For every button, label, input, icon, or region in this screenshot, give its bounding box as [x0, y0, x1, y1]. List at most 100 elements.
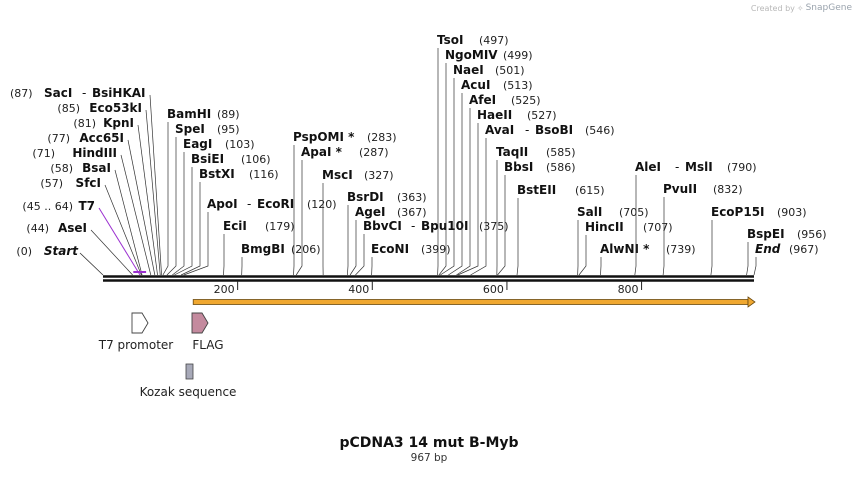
enzyme-label: NaeI — [453, 63, 484, 77]
site-position-label: (95) — [217, 123, 240, 136]
site-position-label: (705) — [619, 206, 649, 219]
enzyme-separator: - — [411, 219, 415, 233]
site-connector-line — [711, 220, 712, 275]
site-position-label: (57) — [40, 177, 63, 190]
site-position-label: (832) — [713, 183, 743, 196]
site-position-label: (903) — [777, 206, 807, 219]
enzyme-label: AgeI — [355, 205, 385, 219]
site-connector-line — [99, 208, 140, 275]
enzyme-label: SpeI — [175, 122, 205, 136]
site-position-label: (527) — [527, 109, 557, 122]
site-position-label: (525) — [511, 94, 541, 107]
map-start-label: Start — [44, 244, 79, 258]
enzyme-separator: - — [675, 160, 679, 174]
snapgene-credit: Created by ✧ SnapGene — [751, 3, 852, 13]
site-position-label: (586) — [546, 161, 576, 174]
site-connector-line — [150, 95, 162, 275]
site-position-label: (77) — [47, 132, 70, 145]
enzyme-label: MslI — [685, 160, 713, 174]
site-position-label: (0) — [16, 245, 32, 258]
site-position-label: (44) — [26, 222, 49, 235]
enzyme-label: Bpu10I — [421, 219, 468, 233]
credit-brand: SnapGene — [806, 3, 852, 13]
enzyme-label: HindIII — [72, 146, 117, 160]
site-position-label: (71) — [32, 147, 55, 160]
map-title: pCDNA3 14 mut B-Myb — [339, 435, 518, 451]
site-position-label: (106) — [241, 153, 271, 166]
enzyme-label: EcoNI — [371, 242, 409, 256]
site-connector-line — [146, 110, 160, 275]
site-connector-line — [355, 234, 364, 275]
map-end-label: End — [755, 242, 781, 256]
enzyme-label: NgoMIV — [445, 48, 498, 62]
enzyme-label: BsiHKAI — [92, 86, 146, 100]
orf-arrow-head — [748, 297, 755, 307]
site-connector-line — [350, 220, 356, 275]
site-position-label: (287) — [359, 146, 389, 159]
ruler-tick-label: 200 — [214, 283, 235, 296]
site-position-label: (81) — [73, 117, 96, 130]
enzyme-label: EciI — [223, 219, 247, 233]
enzyme-label: BsaI — [82, 161, 111, 175]
site-position-label: (497) — [479, 34, 509, 47]
site-position-label: (615) — [575, 184, 605, 197]
enzyme-label: MscI — [322, 168, 353, 182]
feature-label: Kozak sequence — [140, 385, 237, 399]
site-position-label: (103) — [225, 138, 255, 151]
site-position-label: (45 .. 64) — [22, 200, 73, 213]
site-connector-line — [172, 152, 184, 275]
enzyme-label: BmgBI — [241, 242, 285, 256]
site-connector-line — [121, 155, 151, 275]
site-position-label: (58) — [50, 162, 73, 175]
site-position-label: (501) — [495, 64, 525, 77]
site-position-label: (367) — [397, 206, 427, 219]
credit-prefix: Created by — [751, 4, 795, 13]
site-position-label: (707) — [643, 221, 673, 234]
enzyme-label: SacI — [44, 86, 72, 100]
site-position-label: (116) — [249, 168, 279, 181]
feature-label: FLAG — [192, 338, 223, 352]
enzyme-label: AvaI — [485, 123, 514, 137]
enzyme-label: BbsI — [504, 160, 533, 174]
site-position-label: (87) — [10, 87, 33, 100]
site-position-label: (283) — [367, 131, 397, 144]
map-length-label: 967 bp — [411, 452, 448, 464]
site-position-label: (89) — [217, 108, 240, 121]
site-connector-line — [517, 198, 518, 275]
site-position-label: (363) — [397, 191, 427, 204]
enzyme-label: BsrDI — [347, 190, 384, 204]
feature-label: T7 promoter — [98, 338, 174, 352]
enzyme-label: AfeI — [469, 93, 496, 107]
flag-feature-arrow — [192, 313, 208, 333]
site-connector-line — [456, 108, 470, 275]
site-connector-line — [579, 235, 586, 275]
site-connector-line — [635, 175, 636, 275]
site-position-label: (206) — [291, 243, 321, 256]
enzyme-label: AlwNI * — [600, 242, 650, 256]
orf-arrow-body — [193, 300, 748, 305]
site-connector-line — [347, 205, 348, 275]
site-position-label: (375) — [479, 220, 509, 233]
enzyme-separator: - — [525, 123, 529, 137]
site-connector-line — [128, 140, 155, 275]
ruler-tick-label: 600 — [483, 283, 504, 296]
site-position-label: (790) — [727, 161, 757, 174]
enzyme-label: Eco53kI — [89, 101, 142, 115]
feature-site-label: T7 — [78, 199, 95, 213]
site-position-label: (85) — [57, 102, 80, 115]
site-connector-line — [174, 167, 192, 275]
site-connector-line — [754, 257, 756, 275]
t7-promoter-arrow — [132, 313, 148, 333]
enzyme-label: BstEII — [517, 183, 556, 197]
enzyme-label: SalI — [577, 205, 602, 219]
enzyme-label: TsoI — [437, 33, 463, 47]
enzyme-label: TaqII — [496, 145, 528, 159]
enzyme-label: EcoRI — [257, 197, 294, 211]
site-position-label: (546) — [585, 124, 615, 137]
site-position-label: (513) — [503, 79, 533, 92]
site-connector-line — [105, 185, 141, 275]
site-position-label: (327) — [364, 169, 394, 182]
enzyme-label: ApoI — [207, 197, 238, 211]
